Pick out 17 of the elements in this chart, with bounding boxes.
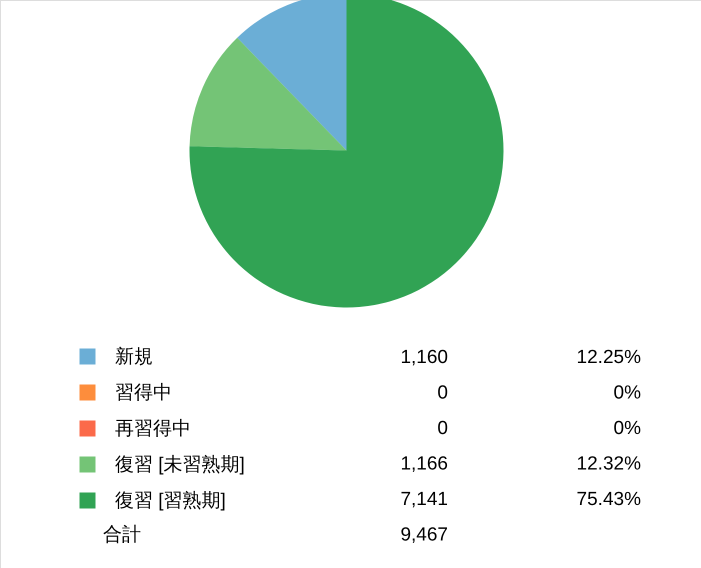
legend-label: 復習 [習熟期] [115,490,226,512]
legend-label: 習得中 [115,382,172,404]
legend-label: 新規 [115,346,153,368]
text: 75.43% [576,489,642,510]
text: 9,467 [400,524,448,546]
text: 合計 [103,524,141,546]
text: 0% [614,418,642,439]
data-label: 7,141 [400,489,448,510]
text: 12.25% [576,347,642,368]
data-label: 1,166 [400,454,448,474]
text: 0 [437,382,448,404]
legend-label: 再習得中 [115,418,191,440]
text: 0 [437,418,448,439]
data-label: 1,160 [400,347,448,368]
legend-label: 復習 [未習熟期] [115,454,245,476]
text: 0% [614,382,642,404]
text: 12.32% [576,454,642,474]
